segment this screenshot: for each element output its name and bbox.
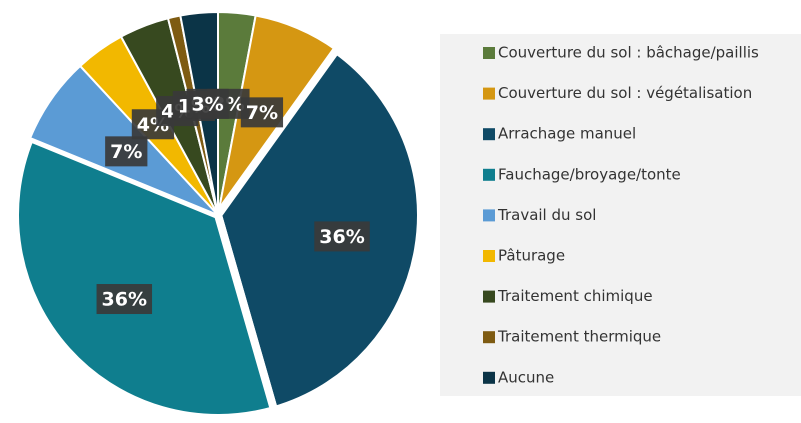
legend-label: Travail du sol (497, 206, 596, 224)
data-label-box (96, 284, 153, 315)
legend-swatch (483, 87, 495, 100)
legend-label: Pâturage (498, 247, 565, 265)
legend-swatch (483, 331, 495, 344)
legend-swatch (483, 168, 495, 181)
data-label: 36% (314, 221, 370, 252)
pie-slice (11, 132, 280, 422)
legend-swatch (483, 290, 495, 303)
legend-label: Traitement chimique (497, 287, 653, 305)
legend-swatch (483, 250, 495, 262)
data-label-box (105, 136, 148, 167)
legend-background (440, 34, 801, 396)
legend-swatch (483, 371, 495, 384)
data-label-box (314, 221, 370, 252)
data-label-box (186, 88, 229, 119)
data-label-text: 7% (246, 102, 278, 124)
data-label: 7% (240, 97, 284, 128)
legend-label: Aucune (498, 368, 554, 386)
data-label-text: 36% (319, 226, 364, 248)
legend-label: Fauchage/broyage/tonte (498, 165, 681, 183)
data-label: 3% (186, 88, 229, 119)
legend-swatch (483, 128, 495, 141)
data-label-box (240, 97, 284, 128)
legend-label: Arrachage manuel (498, 125, 636, 143)
legend-label: Couverture du sol : bâchage/paillis (498, 44, 759, 62)
legend-label: Traitement thermique (497, 328, 661, 346)
data-label-text: 36% (102, 289, 147, 311)
data-label: 36% (96, 284, 153, 315)
data-label: 7% (105, 136, 148, 167)
data-label-text: 7% (110, 141, 142, 163)
data-label-text: 3% (191, 93, 223, 115)
legend-label: Couverture du sol : végétalisation (498, 84, 752, 102)
legend-swatch (483, 209, 495, 222)
legend-swatch (483, 47, 495, 59)
